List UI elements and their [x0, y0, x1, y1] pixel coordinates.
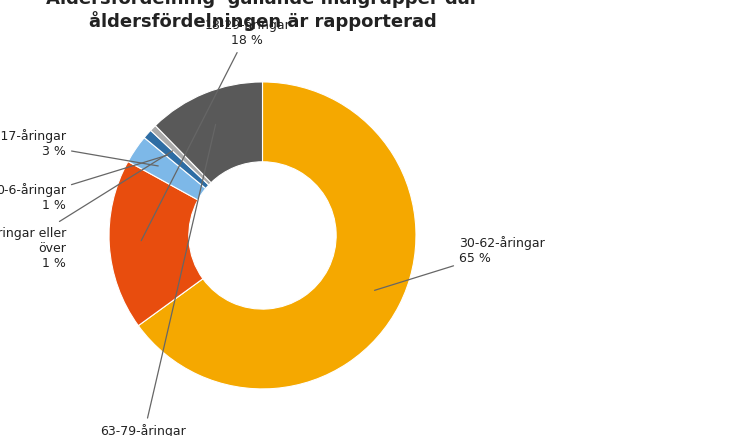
- Text: 80-åringar eller
över
1 %: 80-åringar eller över 1 %: [0, 151, 172, 270]
- Title: Åldersfördelning  gällande målgrupper där
åldersfördelningen är rapporterad: Åldersfördelning gällande målgrupper där…: [46, 0, 479, 31]
- Text: 7-17-åringar
3 %: 7-17-åringar 3 %: [0, 129, 158, 166]
- Wedge shape: [155, 82, 262, 183]
- Text: 30-62-åringar
65 %: 30-62-åringar 65 %: [374, 236, 544, 290]
- Text: 0-6-åringar
1 %: 0-6-åringar 1 %: [0, 155, 168, 211]
- Wedge shape: [128, 138, 206, 200]
- Wedge shape: [138, 82, 416, 389]
- Wedge shape: [109, 161, 203, 326]
- Wedge shape: [151, 126, 211, 185]
- Wedge shape: [144, 130, 208, 188]
- Text: 63-79-åringar
12 %: 63-79-åringar 12 %: [100, 124, 215, 436]
- Text: 18-29-åringar
18 %: 18-29-åringar 18 %: [141, 18, 290, 241]
